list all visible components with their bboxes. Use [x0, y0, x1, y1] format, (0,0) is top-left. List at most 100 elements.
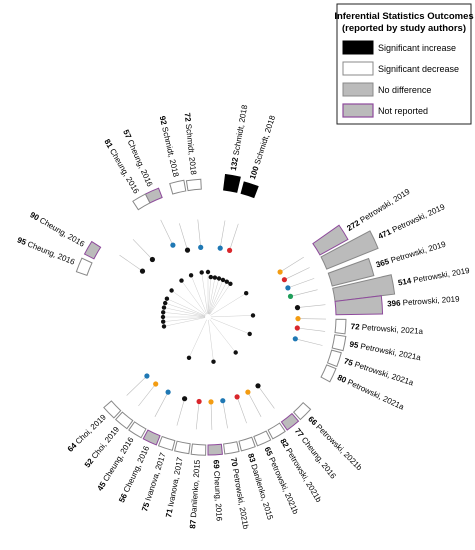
hour-dot: [161, 305, 167, 310]
legend-item-no-difference: No difference: [342, 82, 431, 97]
light-spoke: [195, 401, 200, 430]
light-dot-white: [245, 389, 251, 395]
study-label: 87 Danilenko, 2015: [188, 459, 202, 529]
light-spoke: [297, 327, 326, 332]
center-spoke: [207, 277, 212, 315]
light-spoke: [138, 383, 156, 407]
study-name: Schmidt, 2018: [183, 121, 198, 176]
legend: Inferential Statistics Outcomes (reporte…: [334, 3, 474, 125]
light-spoke: [160, 219, 174, 246]
hour-labels: [160, 269, 256, 364]
center-spoke: [209, 281, 228, 315]
light-dot-white: [295, 316, 301, 322]
study-n: 71: [164, 507, 175, 518]
light-dot-blue: [292, 336, 298, 342]
center-spoke: [208, 319, 214, 362]
study-label: 72 Petrowski, 2021a: [350, 322, 423, 336]
study-n: 365: [375, 257, 391, 270]
study-label: 92 Schmidt, 2018: [158, 115, 181, 178]
light-spoke: [284, 267, 310, 280]
legend-label-decrease: Significant decrease: [378, 64, 459, 74]
center-spoke: [163, 317, 206, 322]
study-bar: [83, 240, 102, 260]
study-label: 70 Petrowski, 2021b: [229, 457, 251, 530]
light-dot-green: [287, 293, 294, 299]
light-spoke: [279, 256, 304, 273]
study-bar: [267, 422, 286, 440]
center-spoke: [210, 317, 250, 335]
study-label: 95 Petrowski, 2021a: [349, 340, 422, 363]
center-spoke: [208, 278, 220, 315]
light-spoke: [229, 223, 239, 251]
study-bar: [240, 181, 259, 199]
light-dot-blue: [285, 285, 291, 291]
hour-dot: [247, 331, 252, 337]
center-spoke: [163, 312, 206, 317]
study-bar: [238, 436, 256, 452]
study-bar: [223, 173, 241, 193]
study-bar: [312, 224, 349, 256]
hour-dot: [244, 291, 249, 296]
study-n: 83: [246, 452, 257, 464]
light-spoke: [297, 304, 326, 308]
hour-dot: [220, 277, 226, 283]
light-spoke: [295, 338, 323, 346]
study-bar: [253, 430, 272, 447]
center-spoke: [181, 280, 207, 315]
light-condition-markers: [139, 242, 301, 405]
light-spoke: [210, 401, 213, 430]
study-name: Petrowski, 2021b: [230, 466, 250, 531]
light-spoke: [219, 220, 226, 249]
study-bar: [132, 193, 151, 211]
hour-dot: [161, 324, 167, 329]
light-spoke: [290, 289, 318, 297]
study-name: Schmidt, 2018: [160, 124, 181, 179]
study-n: 396: [387, 299, 401, 309]
legend-label-no-difference: No difference: [378, 85, 431, 95]
study-n: 87: [188, 519, 198, 529]
study-bar: [142, 429, 161, 446]
legend-item-decrease: Significant decrease: [342, 61, 459, 76]
study-label: 396 Petrowski, 2019: [387, 295, 461, 309]
center-spoke: [190, 275, 208, 315]
light-spoke: [179, 223, 188, 251]
light-dot-dim: [149, 256, 155, 263]
hour-dot: [160, 314, 166, 320]
study-bar: [326, 349, 342, 368]
center-spoke: [163, 307, 206, 317]
light-dot-blue: [170, 242, 176, 248]
study-n: 100: [248, 165, 261, 181]
light-dot-white: [277, 269, 283, 275]
study-name: Petrowski, 2019: [389, 202, 447, 235]
study-bar: [75, 257, 93, 276]
study-label: 69 Cheung, 2016: [211, 460, 223, 522]
study-bar: [157, 435, 176, 451]
light-dot-red: [227, 247, 233, 253]
study-bar: [334, 295, 384, 316]
hour-dot: [208, 274, 213, 280]
legend-label-increase: Significant increase: [378, 43, 456, 53]
light-spoke: [176, 398, 185, 426]
hour-dot: [205, 269, 211, 275]
light-spoke: [257, 385, 275, 409]
legend-label-not-reported: Not reported: [378, 106, 428, 116]
center-spoke: [171, 290, 206, 316]
hour-dot: [161, 319, 166, 324]
study-bar: [190, 443, 207, 456]
study-name: Petrowski, 2019: [388, 240, 448, 266]
study-name: Danilenko, 2015: [189, 459, 202, 520]
study-name: Schmidt, 2018: [231, 104, 249, 159]
hour-dot: [233, 350, 238, 355]
study-name: Petrowski, 2019: [400, 295, 460, 308]
study-bar: [174, 440, 191, 455]
hour-dot: [169, 288, 174, 293]
study-label: 100 Schmidt, 2018: [248, 114, 277, 181]
hour-dot: [164, 296, 170, 301]
light-dot-red: [281, 277, 287, 283]
study-bar: [327, 257, 375, 287]
legend-swatch-decrease: [342, 61, 374, 76]
study-label: 514 Petrowski, 2019: [397, 266, 471, 288]
study-n: 57: [121, 128, 133, 140]
